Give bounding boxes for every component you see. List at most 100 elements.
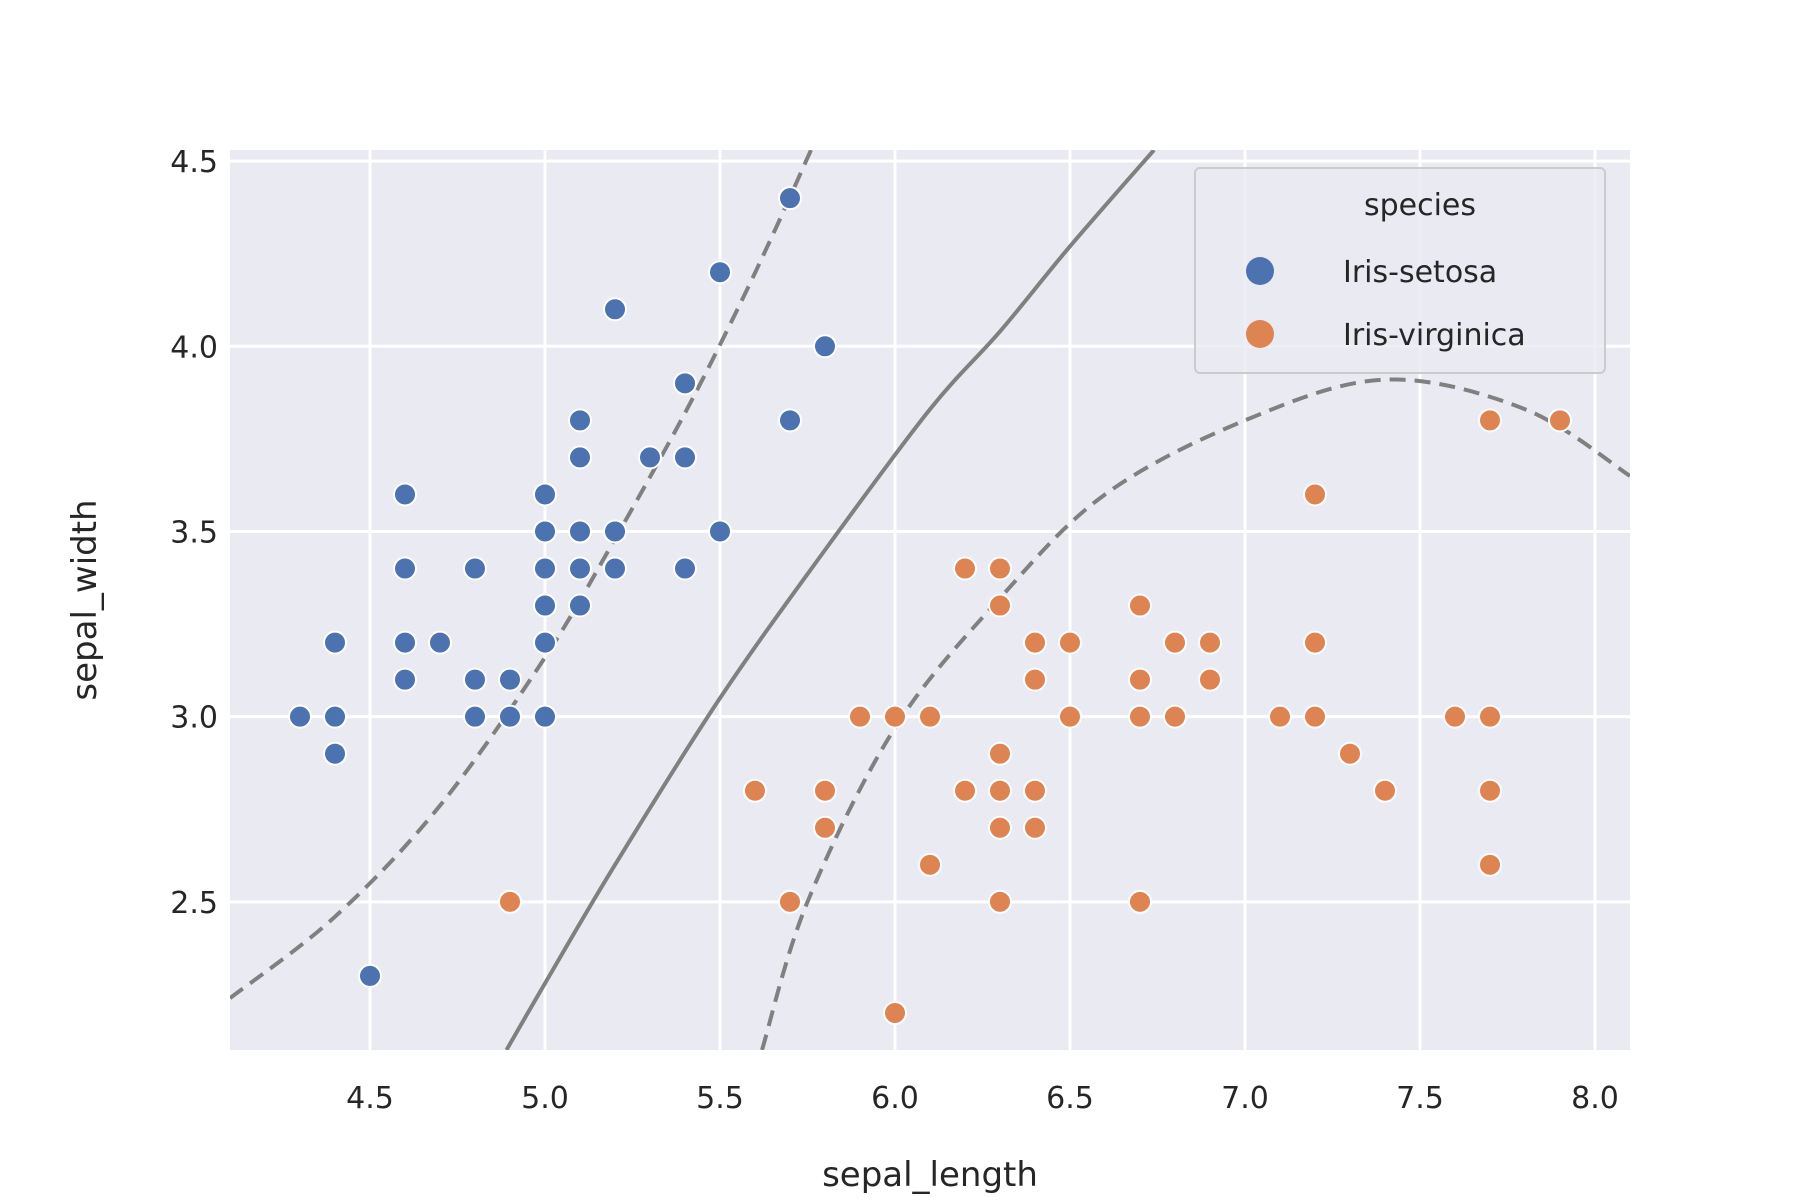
point-iris-virginica-10 [953, 556, 977, 581]
point-iris-virginica-24 [1128, 593, 1152, 618]
point-iris-setosa-27 [603, 519, 627, 544]
point-iris-virginica-4 [813, 815, 837, 840]
point-iris-setosa-35 [778, 186, 802, 211]
legend-marker-iris-setosa [1246, 257, 1274, 285]
point-iris-virginica-2 [778, 889, 802, 914]
point-iris-setosa-34 [708, 519, 732, 544]
point-iris-virginica-1 [743, 778, 767, 803]
point-iris-virginica-7 [883, 1000, 907, 1025]
y-tick-label-4-0: 4.0 [170, 330, 218, 365]
point-iris-setosa-10 [463, 556, 487, 581]
point-iris-setosa-11 [463, 667, 487, 692]
point-iris-virginica-17 [988, 889, 1012, 914]
point-iris-setosa-14 [498, 704, 522, 729]
point-iris-virginica-31 [1198, 667, 1222, 692]
point-iris-virginica-25 [1128, 667, 1152, 692]
point-iris-setosa-4 [358, 963, 382, 988]
point-iris-virginica-12 [988, 556, 1012, 581]
legend-label-iris-setosa: Iris-setosa [1343, 255, 1497, 290]
point-iris-setosa-17 [533, 556, 557, 581]
y-tick-label-3-0: 3.0 [170, 701, 218, 736]
point-iris-virginica-40 [1478, 704, 1502, 729]
point-iris-virginica-21 [1023, 815, 1047, 840]
point-iris-virginica-13 [988, 593, 1012, 618]
point-iris-setosa-8 [393, 667, 417, 692]
y-tick-label-2-5: 2.5 [170, 886, 218, 921]
point-iris-virginica-43 [1548, 408, 1572, 433]
decision-boundary-curve [504, 150, 1156, 1050]
point-iris-setosa-31 [673, 445, 697, 470]
point-iris-virginica-6 [883, 704, 907, 729]
y-axis-label: sepal_width [65, 499, 105, 700]
y-tick-label-3-5: 3.5 [170, 515, 218, 550]
x-tick-label-5-0: 5.0 [521, 1081, 569, 1116]
point-iris-virginica-23 [1058, 704, 1082, 729]
point-iris-setosa-2 [323, 704, 347, 729]
legend-title: species [1364, 188, 1476, 223]
point-iris-virginica-9 [918, 852, 942, 877]
margin-lower-curve [760, 377, 1630, 1050]
legend-label-iris-virginica: Iris-virginica [1343, 318, 1526, 353]
point-iris-virginica-35 [1303, 704, 1327, 729]
x-axis-label: sepal_length [822, 1155, 1038, 1195]
point-iris-virginica-38 [1443, 704, 1467, 729]
x-tick-labels: 4.5 5.0 5.5 6.0 6.5 7.0 7.5 8.0 [346, 1081, 1619, 1116]
point-iris-virginica-3 [813, 778, 837, 803]
x-tick-label-7-0: 7.0 [1221, 1081, 1269, 1116]
point-iris-virginica-39 [1478, 408, 1502, 433]
point-iris-setosa-16 [533, 519, 557, 544]
point-iris-setosa-37 [813, 334, 837, 359]
point-iris-virginica-29 [1163, 704, 1187, 729]
legend-box [1194, 167, 1606, 374]
x-tick-label-4-5: 4.5 [346, 1081, 394, 1116]
point-iris-virginica-28 [1163, 630, 1187, 655]
point-iris-virginica-33 [1303, 482, 1327, 507]
point-iris-setosa-20 [533, 704, 557, 729]
y-tick-labels: 2.5 3.0 3.5 4.0 4.5 [170, 145, 218, 921]
point-iris-virginica-22 [1058, 630, 1082, 655]
point-iris-setosa-22 [568, 445, 592, 470]
point-iris-setosa-25 [568, 593, 592, 618]
point-iris-virginica-37 [1373, 778, 1397, 803]
point-iris-setosa-3 [323, 741, 347, 766]
x-tick-label-7-5: 7.5 [1396, 1081, 1444, 1116]
x-tick-label-8-0: 8.0 [1571, 1081, 1619, 1116]
point-iris-setosa-24 [568, 556, 592, 581]
point-iris-virginica-20 [1023, 778, 1047, 803]
point-iris-virginica-11 [953, 778, 977, 803]
point-iris-setosa-9 [428, 630, 452, 655]
point-iris-setosa-12 [463, 704, 487, 729]
point-iris-virginica-8 [918, 704, 942, 729]
point-iris-virginica-34 [1303, 630, 1327, 655]
point-iris-virginica-41 [1478, 778, 1502, 803]
margin-upper-curve [230, 150, 813, 1000]
point-iris-virginica-42 [1478, 852, 1502, 877]
point-iris-virginica-30 [1198, 630, 1222, 655]
point-iris-setosa-18 [533, 593, 557, 618]
point-iris-setosa-28 [603, 556, 627, 581]
point-iris-virginica-18 [1023, 630, 1047, 655]
point-iris-setosa-33 [708, 260, 732, 285]
point-iris-setosa-26 [603, 297, 627, 322]
point-iris-virginica-15 [988, 778, 1012, 803]
point-iris-setosa-7 [393, 630, 417, 655]
x-tick-label-6-5: 6.5 [1046, 1081, 1094, 1116]
point-iris-setosa-6 [393, 556, 417, 581]
x-tick-label-5-5: 5.5 [696, 1081, 744, 1116]
decision-curves [230, 150, 1630, 1050]
point-iris-virginica-27 [1128, 889, 1152, 914]
y-tick-label-4-5: 4.5 [170, 145, 218, 180]
point-iris-setosa-29 [638, 445, 662, 470]
point-iris-setosa-19 [533, 630, 557, 655]
point-iris-virginica-19 [1023, 667, 1047, 692]
point-iris-virginica-16 [988, 815, 1012, 840]
point-iris-setosa-23 [568, 519, 592, 544]
point-iris-setosa-30 [673, 371, 697, 396]
point-iris-virginica-26 [1128, 704, 1152, 729]
point-iris-virginica-0 [498, 889, 522, 914]
point-iris-setosa-5 [393, 482, 417, 507]
point-iris-setosa-13 [498, 667, 522, 692]
point-iris-setosa-36 [778, 408, 802, 433]
point-iris-setosa-1 [323, 630, 347, 655]
